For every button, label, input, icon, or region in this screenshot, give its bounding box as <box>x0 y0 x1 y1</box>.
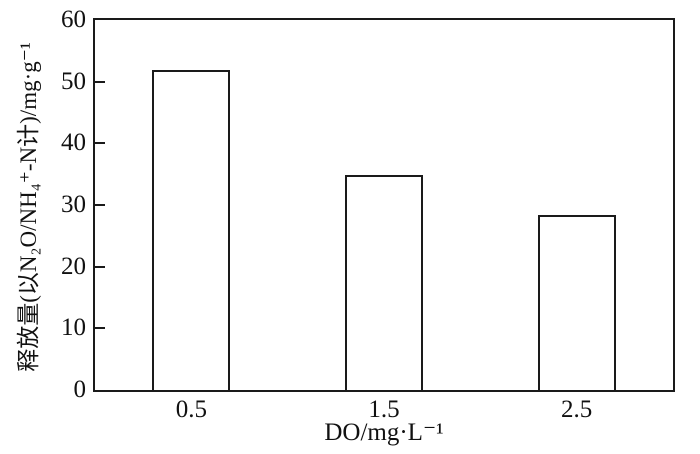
y-tick-mark <box>95 204 105 206</box>
y-tick-label: 20 <box>61 252 86 280</box>
y-tick-label: 30 <box>61 191 86 218</box>
y-tick-mark <box>95 80 105 83</box>
y-tick-mark <box>95 265 105 268</box>
bar-2.5 <box>537 215 616 390</box>
x-tick-label: 0.5 <box>175 396 207 423</box>
y-tick-mark <box>95 327 105 330</box>
y-tick-label: 10 <box>61 314 86 342</box>
bar-1.5 <box>345 174 423 390</box>
y-tick-label: 60 <box>61 6 86 33</box>
x-tick-label: 2.5 <box>561 396 593 423</box>
x-tick-label: 1.5 <box>368 396 400 423</box>
y-tick-label: 0 <box>73 376 87 403</box>
y-tick-mark <box>95 142 105 145</box>
plot-area <box>95 20 673 390</box>
x-axis-label: DO/mg·L⁻¹ <box>324 419 444 446</box>
y-tick-label: 40 <box>61 129 86 157</box>
y-tick-label: 50 <box>61 67 86 95</box>
bar-0.5 <box>152 69 231 390</box>
